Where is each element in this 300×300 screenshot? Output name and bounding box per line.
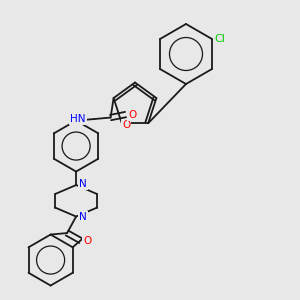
Text: Cl: Cl [214, 34, 225, 44]
Text: N: N [79, 212, 87, 221]
Text: O: O [122, 120, 130, 130]
Text: O: O [128, 110, 136, 119]
Text: HN: HN [70, 114, 86, 124]
Text: O: O [83, 236, 91, 245]
Text: N: N [79, 178, 87, 188]
